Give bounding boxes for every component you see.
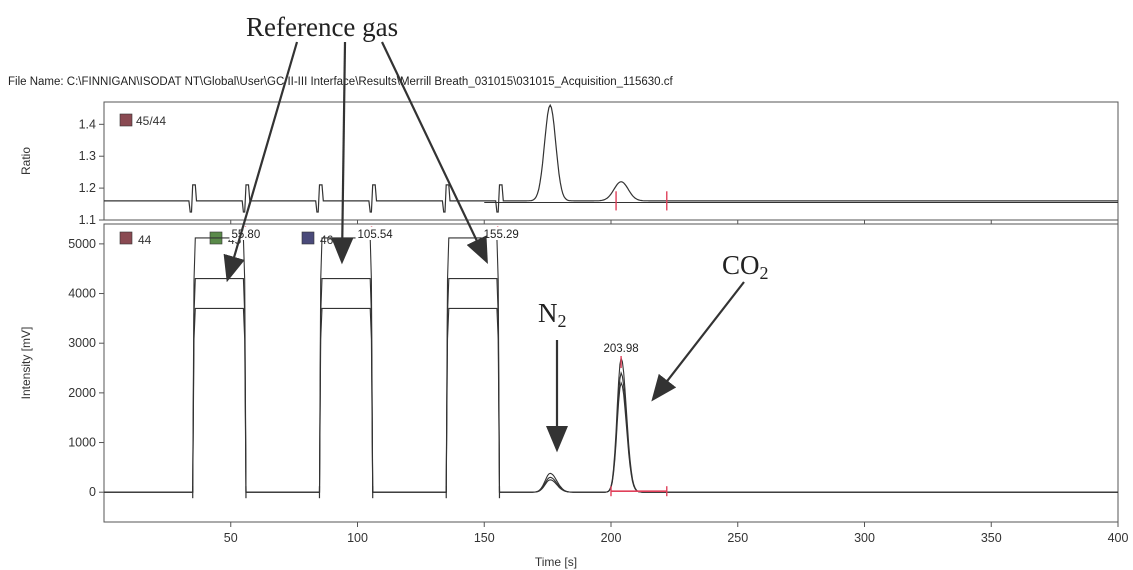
- x-tick-label: 350: [981, 531, 1002, 545]
- co2-subscript: 2: [759, 263, 769, 283]
- x-tick-label: 200: [601, 531, 622, 545]
- reference-peak-label: 155.29: [484, 229, 519, 241]
- intensity-legend-swatch-44: [119, 231, 133, 245]
- ratio-45-44-trace: [104, 103, 1118, 213]
- x-tick-label: 400: [1108, 531, 1129, 545]
- reference-gas-arrow-2: [331, 41, 354, 265]
- reference-peak-label: 55.80: [231, 229, 260, 241]
- intensity-y-tick-label: 4000: [68, 287, 96, 301]
- intensity-y-axis-label: Intensity [mV]: [19, 327, 33, 400]
- intensity-trace-44: [104, 237, 1118, 493]
- ratio-y-tick-label: 1.4: [79, 117, 96, 131]
- intensity-y-tick-label: 0: [89, 485, 96, 499]
- n2-subscript: 2: [557, 311, 567, 331]
- intensity-trace-46: [104, 307, 1118, 493]
- intensity-legend-label-44: 44: [138, 233, 152, 247]
- intensity-legend-swatch-46: [301, 231, 315, 245]
- ratio-y-axis-label: Ratio: [19, 147, 33, 175]
- ratio-y-tick-label: 1.3: [79, 149, 96, 163]
- peak-label-bg: [481, 227, 528, 240]
- co2-peak-label: 203.98: [603, 343, 638, 355]
- ratio-y-tick-label: 1.1: [79, 213, 96, 227]
- co2-main: CO: [722, 250, 760, 280]
- reference-peak-label: 105.54: [358, 229, 394, 241]
- n2-annotation: N2: [538, 298, 567, 331]
- intensity-trace-45: [104, 278, 1118, 493]
- intensity-y-tick-label: 3000: [68, 336, 96, 350]
- ratio-legend-swatch: [119, 113, 133, 127]
- co2-annotation: CO2: [722, 250, 769, 283]
- x-axis-label: Time [s]: [535, 555, 577, 569]
- x-tick-label: 300: [854, 531, 875, 545]
- x-tick-label: 250: [727, 531, 748, 545]
- intensity-legend-label-46: 46: [320, 233, 334, 247]
- intensity-panel-frame: [103, 223, 1119, 523]
- peak-label-bg: [355, 227, 402, 240]
- intensity-y-tick-label: 5000: [68, 237, 96, 251]
- file-name-header: File Name: C:\FINNIGAN\ISODAT NT\Global\…: [8, 76, 673, 88]
- n2-main: N: [538, 298, 558, 328]
- intensity-y-tick-label: 2000: [68, 386, 96, 400]
- x-tick-label: 150: [474, 531, 495, 545]
- intensity-y-tick-label: 1000: [68, 436, 96, 450]
- co2-arrow: [651, 281, 745, 402]
- ratio-y-tick-label: 1.2: [79, 181, 96, 195]
- ratio-legend-label: 45/44: [136, 114, 166, 128]
- x-tick-label: 100: [347, 531, 368, 545]
- reference-gas-arrow-1: [223, 41, 299, 283]
- reference-gas-annotation: Reference gas: [246, 12, 399, 42]
- reference-gas-arrow-3: [381, 41, 488, 264]
- x-tick-label: 50: [224, 531, 238, 545]
